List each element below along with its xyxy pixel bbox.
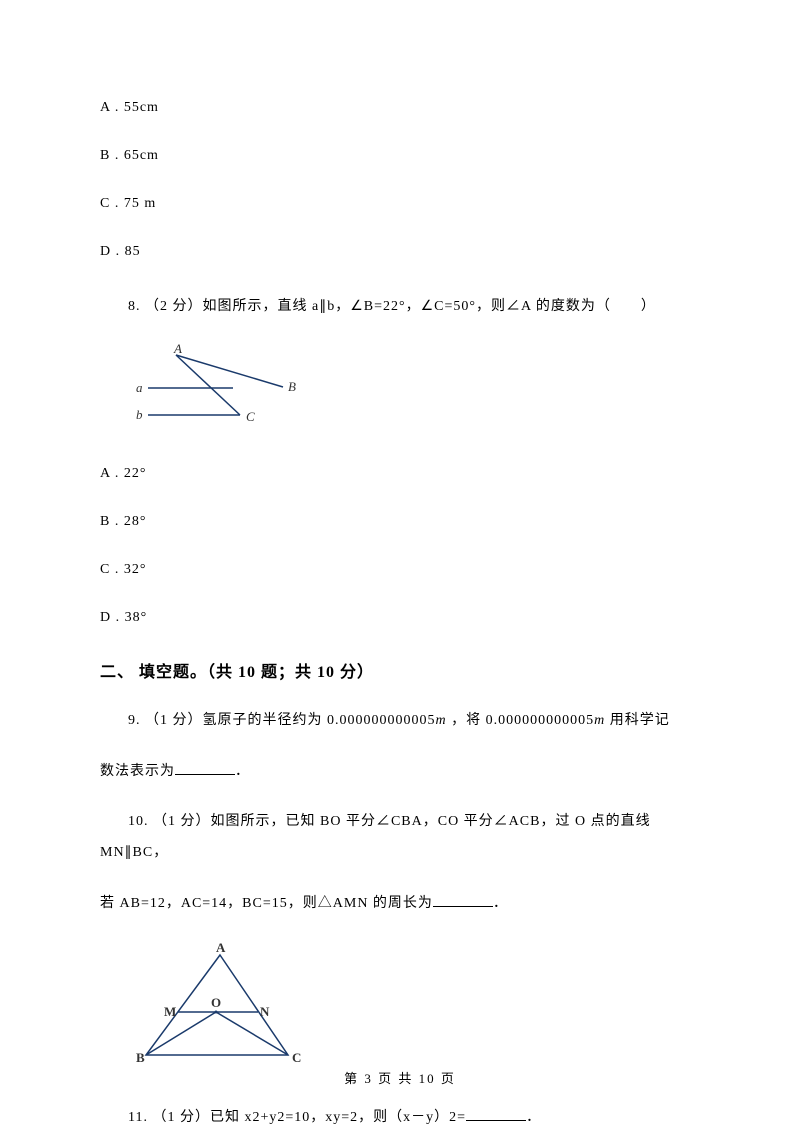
q8-stem: 8. （2 分）如图所示，直线 a∥b，∠B=22°，∠C=50°，则∠A 的度… <box>100 292 700 323</box>
q8-option-d: D . 38° <box>100 610 700 626</box>
q9-part1: 9. （1 分）氢原子的半径约为 <box>128 713 327 728</box>
q9-part2: ，将 <box>447 713 486 728</box>
q11-text-a: 11. （1 分）已知 x2+y2=10，xy=2，则（x－y）2= <box>128 1110 466 1125</box>
q11-blank <box>466 1107 526 1121</box>
q8-option-b: B . 28° <box>100 514 700 530</box>
svg-text:O: O <box>211 995 221 1010</box>
q10-blank <box>433 893 493 907</box>
svg-text:M: M <box>164 1004 176 1019</box>
svg-text:B: B <box>136 1050 145 1065</box>
svg-text:b: b <box>136 407 143 422</box>
q8-option-c: C . 32° <box>100 562 700 578</box>
q11-stem: 11. （1 分）已知 x2+y2=10，xy=2，则（x－y）2= ． <box>100 1103 700 1134</box>
svg-text:N: N <box>260 1004 270 1019</box>
q7-option-b: B . 65cm <box>100 148 700 164</box>
q9-unit2: m <box>594 713 605 728</box>
q8-figure: A B C a b <box>128 343 700 438</box>
q9-stem: 9. （1 分）氢原子的半径约为 0.000000000005m ，将 0.00… <box>100 706 700 737</box>
svg-text:A: A <box>216 940 226 955</box>
q10-line1: 10. （1 分）如图所示，已知 BO 平分∠CBA，CO 平分∠ACB，过 O… <box>100 807 700 869</box>
q7-option-a: A . 55cm <box>100 100 700 116</box>
q7-option-c: C . 75 m <box>100 196 700 212</box>
q9-val1: 0.000000000005 <box>327 713 436 728</box>
q9-blank <box>175 761 235 775</box>
svg-text:B: B <box>288 379 296 394</box>
q9-unit1: m <box>436 713 447 728</box>
q9-val2: 0.000000000005 <box>486 713 595 728</box>
q8-option-a: A . 22° <box>100 466 700 482</box>
svg-text:C: C <box>246 409 255 424</box>
section2-title: 二、 填空题。（共 10 题；共 10 分） <box>100 658 700 682</box>
q7-option-d: D . 85 <box>100 244 700 260</box>
page-footer: 第 3 页 共 10 页 <box>0 1068 800 1087</box>
q10-line2: 若 AB=12，AC=14，BC=15，则△AMN 的周长为 ． <box>100 889 700 920</box>
q11-text-b: ． <box>526 1110 541 1125</box>
q10-line2b: ． <box>493 896 508 911</box>
svg-text:A: A <box>173 343 182 356</box>
svg-text:a: a <box>136 380 143 395</box>
q9-part4: 数法表示为 <box>100 764 175 779</box>
q10-line2a: 若 AB=12，AC=14，BC=15，则△AMN 的周长为 <box>100 896 433 911</box>
q9-part3: 用科学记 <box>605 713 670 728</box>
q10-figure: A B C M N O <box>128 940 700 1075</box>
svg-text:C: C <box>292 1050 301 1065</box>
q9-period: ． <box>235 764 250 779</box>
q9-line2: 数法表示为 ． <box>100 757 700 788</box>
